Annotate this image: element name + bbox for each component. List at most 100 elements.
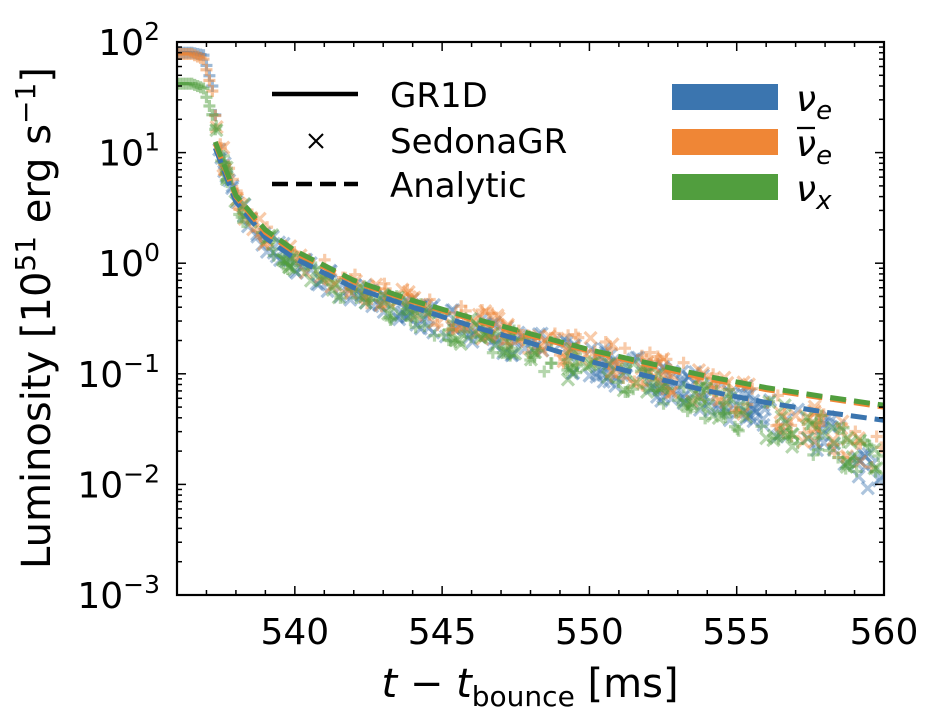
scatter-x-marker — [609, 370, 624, 386]
y-axis-label: Luminosity [1051 erg s−1] — [9, 67, 60, 569]
scatter-plus-marker — [200, 91, 213, 104]
scatter-x-marker — [654, 393, 669, 409]
scatter-x-marker — [488, 338, 504, 353]
scatter-plus-marker — [423, 293, 436, 306]
scatter-x-marker — [560, 372, 576, 387]
scatter-x-marker — [849, 456, 864, 471]
scatter-x-marker — [289, 265, 304, 280]
scatter-x-marker — [784, 426, 800, 442]
scatter-x-marker — [421, 320, 436, 336]
scatter-x-marker — [860, 481, 875, 496]
scatter-plus-marker — [660, 353, 673, 366]
axis-ticks — [176, 42, 885, 596]
scatter-plus-marker — [728, 420, 741, 433]
scatter-x-marker — [827, 435, 842, 451]
scatter-x-marker — [816, 416, 832, 431]
scatter-x-marker — [583, 330, 598, 346]
legend-species: νe νe νx — [672, 79, 832, 216]
data-layer — [177, 46, 884, 496]
scatter-x-marker — [417, 311, 432, 327]
scatter-plus-marker — [870, 430, 883, 443]
scatter-x-marker — [778, 415, 793, 431]
scatter-x-marker — [858, 459, 874, 474]
scatter-x-marker — [499, 345, 514, 360]
scatter-x-marker — [837, 457, 852, 472]
scatter-x-marker — [413, 321, 428, 336]
scatter-x-marker — [527, 345, 543, 360]
scatter-plus-marker — [828, 447, 841, 460]
scatter-plus-marker — [812, 432, 825, 445]
x-tick-label: 555 — [702, 612, 771, 653]
scatter-x-marker — [565, 366, 580, 381]
scatter-plus-marker — [528, 351, 541, 364]
scatter-x-marker — [745, 401, 760, 417]
scatter-x-marker — [867, 461, 882, 476]
scatter-x-marker — [869, 461, 884, 476]
scatter-x-marker — [246, 222, 261, 237]
scatter-plus-marker — [383, 311, 396, 324]
scatter-x-marker — [856, 447, 871, 462]
scatter-x-marker — [288, 264, 303, 279]
legend-label-gr1d: GR1D — [390, 76, 488, 116]
scatter-x-marker — [774, 409, 789, 425]
scatter-plus-marker — [807, 448, 820, 461]
scatter-x-marker — [822, 414, 837, 429]
scatter-plus-marker — [557, 356, 570, 369]
scatter-plus-marker — [813, 419, 826, 432]
scatter-x-marker — [401, 284, 416, 300]
scatter-plus-marker — [627, 383, 640, 396]
scatter-plus-marker — [837, 436, 850, 449]
scatter-x-marker — [799, 410, 815, 425]
scatter-x-marker — [665, 384, 680, 399]
scatter-plus-marker — [791, 437, 804, 450]
scatter-plus-marker — [837, 451, 850, 464]
scatter-plus-marker — [698, 393, 711, 406]
scatter-plus-marker — [861, 438, 874, 451]
scatter-x-marker — [834, 421, 849, 436]
scatter-x-marker — [287, 254, 302, 270]
scatter-x-marker — [561, 348, 577, 363]
legend-label-nu-x: νx — [796, 169, 832, 216]
scatter-x-marker — [849, 450, 865, 465]
scatter-x-marker — [814, 427, 829, 443]
scatter-plus-marker — [350, 291, 363, 304]
scatter-plus-marker — [826, 438, 839, 451]
scatter-x-marker — [462, 330, 477, 345]
scatter-plus-marker — [538, 365, 551, 378]
scatter-x-marker — [749, 404, 764, 419]
scatter-plus-marker — [729, 406, 742, 419]
scatter-x-marker — [840, 454, 856, 470]
scatter-x-marker — [693, 399, 709, 414]
scatter-plus-marker — [446, 322, 459, 335]
scatter-plus-marker — [465, 331, 478, 344]
scatter-x-marker — [328, 277, 343, 292]
scatter-plus-marker — [449, 335, 462, 348]
scatter-x-marker — [589, 369, 604, 384]
scatter-plus-marker — [340, 285, 353, 298]
scatter-plus-marker — [524, 353, 537, 366]
scatter-x-marker — [678, 393, 693, 408]
scatter-plus-marker — [718, 396, 731, 409]
legend-swatch-nu-e — [672, 84, 778, 110]
scatter-plus-marker — [497, 346, 510, 359]
scatter-x-marker — [566, 365, 581, 381]
scatter-plus-marker — [361, 297, 374, 310]
legend-swatch-nu-x — [672, 174, 778, 200]
y-tick-label: 10−2 — [77, 459, 160, 506]
x-tick-label: 540 — [260, 612, 329, 653]
scatter-x-marker — [852, 453, 867, 468]
scatter-x-marker — [722, 413, 737, 428]
legend-style: GR1D SedonaGR Analytic — [272, 76, 567, 206]
scatter-plus-marker — [812, 443, 825, 456]
scatter-plus-marker — [200, 63, 213, 76]
scatter-x-marker — [496, 346, 511, 361]
scatter-plus-marker — [281, 262, 294, 275]
scatter-x-marker — [857, 449, 872, 464]
scatter-plus-marker — [458, 325, 471, 338]
scatter-x-marker — [656, 351, 671, 367]
scatter-x-marker — [853, 433, 868, 448]
scatter-plus-marker — [544, 357, 557, 370]
scatter-plus-marker — [384, 314, 397, 327]
scatter-x-marker — [649, 389, 665, 405]
scatter-x-marker — [670, 383, 685, 398]
